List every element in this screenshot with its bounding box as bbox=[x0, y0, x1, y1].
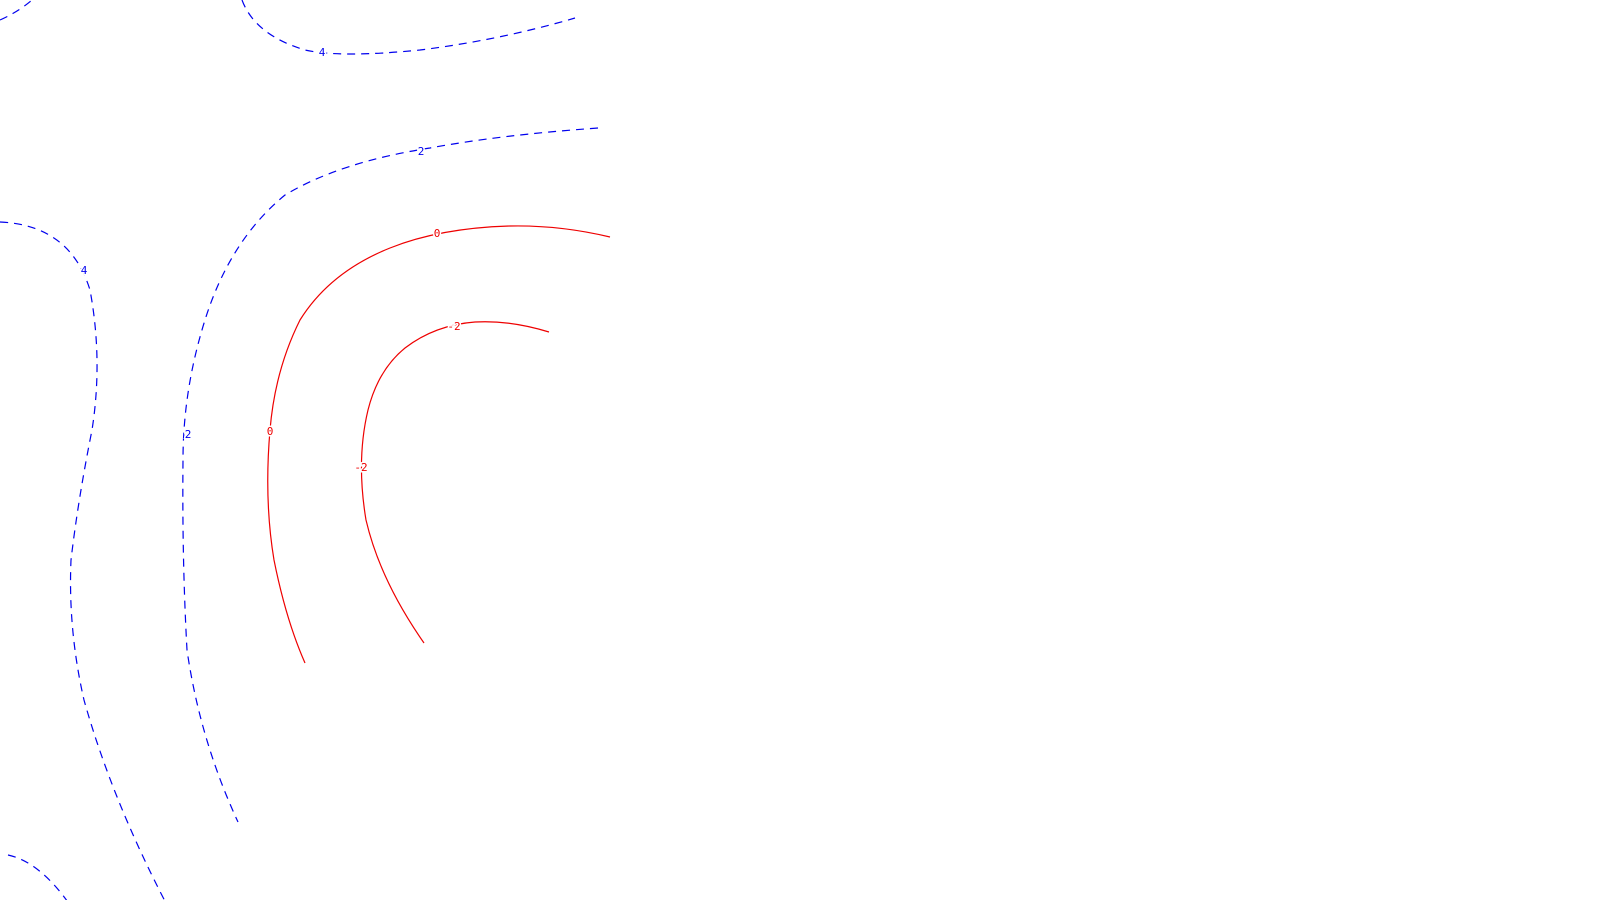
contour-labels: 4 2 4 2 0 0 -2 -2 bbox=[79, 45, 462, 476]
label-contour-4-top: 4 bbox=[319, 46, 326, 59]
positive-contours bbox=[0, 0, 599, 900]
contour-4-top-left-corner bbox=[0, 0, 33, 21]
label-contour-4-left: 4 bbox=[81, 264, 88, 277]
label-contour-2-left: 2 bbox=[185, 428, 192, 441]
label-contour-0-left: 0 bbox=[267, 425, 274, 438]
contour-neg2 bbox=[360, 321, 550, 644]
negative-contours bbox=[267, 225, 611, 664]
contour-4-left bbox=[0, 221, 166, 900]
contour-4-top bbox=[241, 0, 576, 55]
label-contour-neg2-top: -2 bbox=[447, 320, 460, 333]
label-contour-neg2-left: -2 bbox=[354, 461, 367, 474]
label-contour-2-top: 2 bbox=[418, 145, 425, 158]
label-contour-0-top: 0 bbox=[434, 227, 441, 240]
contour-0 bbox=[267, 225, 611, 664]
contour-bottom-left-corner bbox=[7, 854, 68, 900]
contour-2-top bbox=[182, 127, 599, 823]
